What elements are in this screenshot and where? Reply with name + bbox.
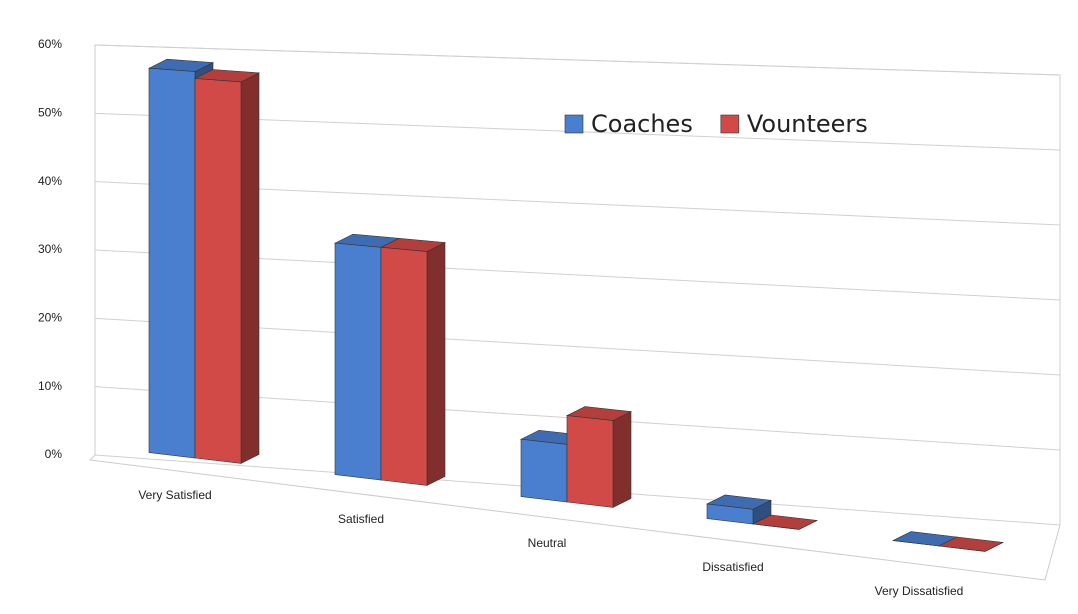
legend-swatch [564, 114, 584, 134]
bar [334, 242, 382, 481]
y-tick-label: 0% [45, 447, 63, 461]
bar [148, 67, 196, 459]
bar [706, 503, 754, 525]
x-tick-label: Neutral [528, 536, 567, 550]
bar [752, 523, 800, 530]
bar-side [426, 242, 446, 486]
bar [194, 78, 242, 464]
y-tick-label: 60% [38, 37, 62, 51]
bar [566, 415, 614, 508]
bar [380, 247, 428, 486]
legend: Coaches Vounteers [564, 110, 868, 138]
bar [938, 545, 986, 552]
y-tick-label: 40% [38, 174, 62, 188]
legend-swatch [720, 114, 740, 134]
y-tick-label: 20% [38, 311, 62, 325]
x-tick-label: Satisfied [338, 512, 384, 526]
legend-label: Vounteers [747, 110, 868, 138]
y-tick-label: 30% [38, 242, 62, 256]
x-tick-label: Very Dissatisfied [875, 584, 964, 598]
bar [520, 438, 568, 503]
y-tick-label: 10% [38, 379, 62, 393]
x-tick-label: Dissatisfied [702, 560, 763, 574]
x-tick-label: Very Satisfied [138, 488, 211, 502]
bar-side [240, 72, 260, 464]
bar-side [612, 411, 632, 508]
legend-label: Coaches [591, 110, 693, 138]
y-tick-label: 50% [38, 106, 62, 120]
grid-line [94, 44, 1061, 76]
